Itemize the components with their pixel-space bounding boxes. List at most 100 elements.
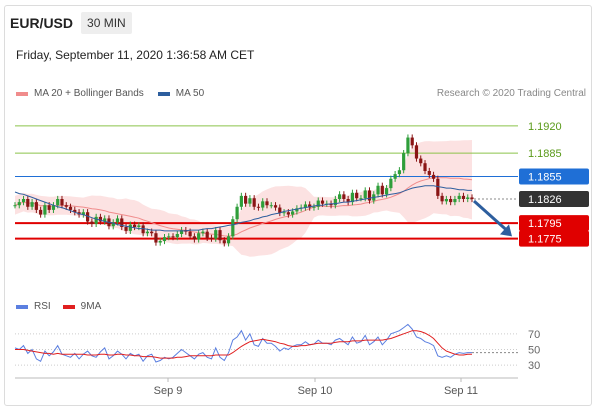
candle-body <box>94 216 98 224</box>
legend-label-ma50: MA 50 <box>175 88 205 99</box>
legend-label-bollinger: MA 20 + Bollinger Bands <box>34 88 144 99</box>
forecast-arrow <box>473 199 509 233</box>
ma20-line <box>14 176 473 237</box>
rsi-tick-label-30: 30 <box>528 360 540 372</box>
level-label-1.1795: 1.1795 <box>528 218 562 230</box>
x-tick-label-1: Sep 10 <box>298 385 333 397</box>
legend-swatch-ma50 <box>157 91 170 96</box>
candle-body <box>359 198 363 200</box>
candle-body <box>60 199 64 206</box>
candle-body <box>312 206 316 208</box>
candle-body <box>175 234 179 238</box>
candle-body <box>423 163 427 171</box>
candle-body <box>427 171 431 175</box>
candle-body <box>436 178 440 196</box>
candle-body <box>39 209 43 215</box>
candle-body <box>320 200 325 204</box>
level-label-1.1855: 1.1855 <box>528 171 562 183</box>
level-tag-1.1855 <box>519 168 589 185</box>
candle-body <box>449 199 453 203</box>
candle-body <box>376 185 380 195</box>
candle-body <box>248 198 252 204</box>
candle-body <box>389 178 393 189</box>
candle-body <box>132 224 137 227</box>
candle-body <box>431 174 436 179</box>
rsi-tick-label-50: 50 <box>528 345 540 357</box>
candle-body <box>231 219 235 237</box>
candle-body <box>346 199 350 203</box>
candle-body <box>397 170 401 175</box>
candle-body <box>269 205 273 207</box>
candle-body <box>342 194 346 199</box>
candle-body <box>440 195 444 202</box>
candle-body <box>90 221 94 224</box>
candle-body <box>406 137 410 154</box>
candle-body <box>414 145 419 159</box>
candle-body <box>444 199 448 202</box>
candle-body <box>86 212 90 222</box>
candle-body <box>158 241 162 243</box>
candle-body <box>103 218 107 222</box>
candle-body <box>124 227 128 231</box>
candle-body <box>201 231 205 234</box>
rsi-tick-label-70: 70 <box>528 329 540 341</box>
candle-body <box>226 236 231 244</box>
main-legend: MA 20 + Bollinger Bands MA 50 <box>16 88 204 99</box>
timeframe-badge[interactable]: 30 MIN <box>81 12 132 34</box>
candle-body <box>265 201 269 206</box>
candle-body <box>380 185 384 195</box>
candle-body <box>222 240 226 244</box>
candle-body <box>419 158 423 164</box>
candle-body <box>261 201 265 208</box>
candle-body <box>410 137 414 146</box>
candle-body <box>218 230 222 241</box>
candle-body <box>367 190 372 201</box>
candle-body <box>162 237 167 241</box>
level-tag-1.1795 <box>519 215 589 232</box>
candle-body <box>252 198 256 207</box>
candle-body <box>239 195 243 207</box>
rsi-9ma-line <box>15 330 472 359</box>
instrument-name: EUR/USD <box>10 15 74 31</box>
legend-label-9ma: 9MA <box>80 301 102 312</box>
candle-body <box>303 204 308 208</box>
candle-body <box>120 218 124 227</box>
forecast-arrow-head <box>500 224 512 237</box>
candle-body <box>137 225 141 227</box>
chart-datetime: Friday, September 11, 2020 1:36:58 AM CE… <box>16 48 255 62</box>
candle-body <box>384 188 389 195</box>
legend-swatch-9ma <box>62 304 75 309</box>
candle-body <box>205 231 209 238</box>
candle-body <box>141 225 145 234</box>
candle-body <box>98 216 103 222</box>
candle-body <box>337 194 342 199</box>
candle-body <box>295 208 299 212</box>
candle-body <box>21 199 26 203</box>
candle-body <box>17 202 21 206</box>
level-label-1.1775: 1.1775 <box>528 234 562 246</box>
candle-body <box>363 190 367 199</box>
candle-body <box>333 199 337 206</box>
candle-body <box>466 197 470 199</box>
candle-body <box>209 237 214 239</box>
candle-body <box>286 212 290 215</box>
rsi-line <box>14 323 472 363</box>
candle-body <box>235 206 239 220</box>
candle-body <box>154 233 158 243</box>
candle-body <box>355 192 359 199</box>
candle-body <box>13 205 17 207</box>
x-tick-label-0: Sep 9 <box>154 385 183 397</box>
candle-body <box>128 224 132 231</box>
candle-body <box>329 203 333 206</box>
candle-body <box>402 153 406 171</box>
candle-body <box>47 205 51 210</box>
candle-body <box>192 236 196 240</box>
candle-body <box>81 212 85 215</box>
candle-body <box>461 195 466 199</box>
candle-body <box>214 230 218 239</box>
candle-body <box>26 199 30 207</box>
candle-body <box>30 202 34 207</box>
candle-body <box>308 204 312 208</box>
candle-body <box>145 231 150 234</box>
